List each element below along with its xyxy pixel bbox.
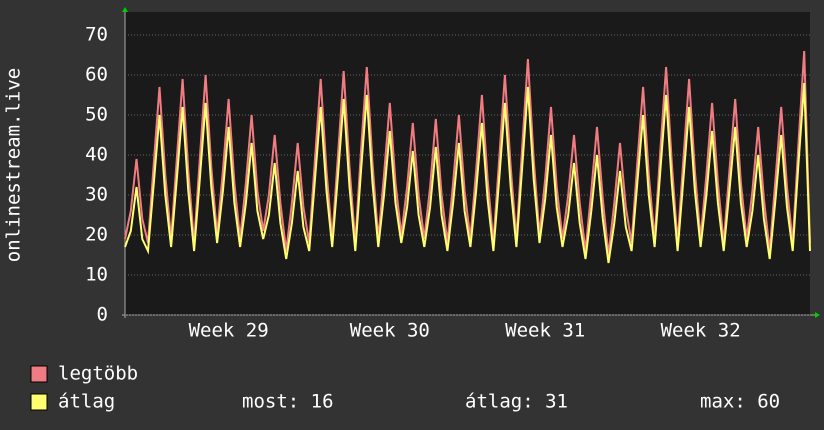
y-tick-label: 30 — [85, 184, 108, 206]
series-line — [124, 50, 811, 256]
legend-label: legtöbb — [58, 363, 138, 385]
y-tick-label: 40 — [85, 144, 108, 166]
x-tick-label: Week 31 — [505, 320, 585, 342]
series-line — [124, 82, 811, 264]
axis-arrow — [122, 7, 128, 12]
x-tick-label: Week 30 — [350, 320, 430, 342]
x-tick-label: Week 29 — [189, 320, 269, 342]
y-axis-label: onlinestream.live — [3, 68, 25, 262]
legend-swatch — [30, 365, 48, 383]
y-tick-label: 60 — [85, 64, 108, 86]
y-tick-label: 20 — [85, 224, 108, 246]
stat: max: 60 — [700, 391, 780, 413]
y-tick-label: 0 — [97, 304, 108, 326]
y-tick-label: 70 — [85, 24, 108, 46]
legend-swatch — [30, 393, 48, 411]
legend-label: átlag — [58, 391, 115, 413]
y-tick-label: 50 — [85, 104, 108, 126]
x-tick-label: Week 32 — [661, 320, 741, 342]
axis-arrow — [815, 312, 820, 318]
plot-area — [125, 12, 810, 315]
y-tick-label: 10 — [85, 264, 108, 286]
stat: átlag: 31 — [465, 391, 568, 413]
stat: most: 16 — [242, 391, 334, 413]
